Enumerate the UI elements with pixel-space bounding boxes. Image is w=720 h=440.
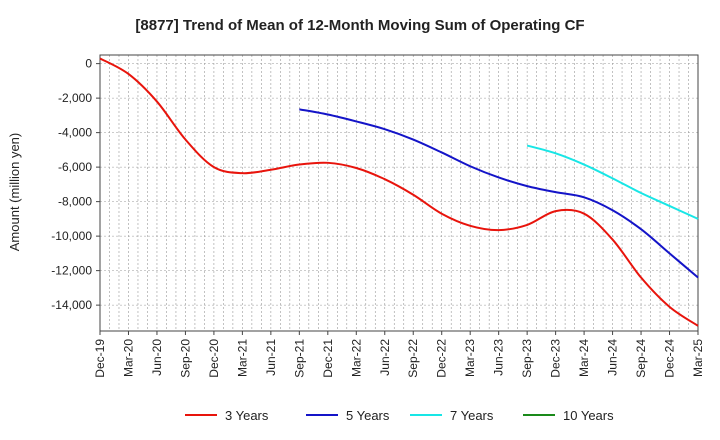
x-tick-label: Jun-21: [264, 339, 278, 376]
x-tick-label: Sep-24: [634, 339, 648, 378]
x-tick-label: Mar-25: [691, 339, 705, 377]
legend-label: 3 Years: [225, 408, 269, 423]
x-tick-label: Dec-19: [93, 339, 107, 378]
y-tick-label: -10,000: [51, 229, 92, 243]
y-tick-label: -14,000: [51, 298, 92, 312]
y-tick-label: -4,000: [58, 126, 92, 140]
x-tick-label: Jun-22: [378, 339, 392, 376]
x-tick-label: Dec-23: [549, 339, 563, 378]
x-tick-label: Dec-24: [663, 339, 677, 378]
plot-frame: [99, 54, 699, 332]
series-layer: [99, 57, 699, 327]
y-tick-label: -2,000: [58, 91, 92, 105]
x-tick-label: Sep-22: [406, 339, 420, 378]
legend-label: 10 Years: [563, 408, 614, 423]
series-line-5-years: [299, 108, 699, 279]
y-tick-label: 0: [85, 57, 92, 71]
x-tick-label: Sep-21: [292, 339, 306, 378]
x-tick-label: Mar-24: [577, 339, 591, 377]
x-tick-label: Jun-24: [606, 339, 620, 376]
y-axis-label: Amount (million yen): [7, 133, 22, 252]
x-tick-label: Sep-20: [178, 339, 192, 378]
y-tick-label: -12,000: [51, 264, 92, 278]
series-line-7-years: [526, 144, 699, 220]
y-tick-label: -6,000: [58, 160, 92, 174]
x-tick-label: Sep-23: [520, 339, 534, 378]
legend-label: 5 Years: [346, 408, 390, 423]
y-axis: 0 -2,000 -4,000 -6,000 -8,000 -10,000 -12,000 -…: [51, 57, 100, 312]
x-tick-label: Dec-22: [435, 339, 449, 378]
series-line-3-years: [99, 57, 699, 327]
x-tick-label: Dec-21: [321, 339, 335, 378]
legend-label: 7 Years: [450, 408, 494, 423]
x-tick-label: Mar-22: [349, 339, 363, 377]
x-tick-label: Jun-23: [492, 339, 506, 376]
chart-title: [8877] Trend of Mean of 12-Month Moving …: [135, 17, 584, 34]
x-tick-label: Jun-20: [150, 339, 164, 376]
x-tick-label: Mar-21: [235, 339, 249, 377]
y-tick-label: -8,000: [58, 195, 92, 209]
legend: 3 Years 5 Years 7 Years 10 Years: [185, 408, 614, 423]
x-axis: Dec-19 Mar-20 Jun-20 Sep-20 Dec-20 Mar-21 Jun-…: [93, 331, 705, 378]
grid-layer: [100, 55, 698, 331]
x-tick-label: Mar-20: [121, 339, 135, 377]
x-tick-label: Mar-23: [463, 339, 477, 377]
x-tick-label: Dec-20: [207, 339, 221, 378]
